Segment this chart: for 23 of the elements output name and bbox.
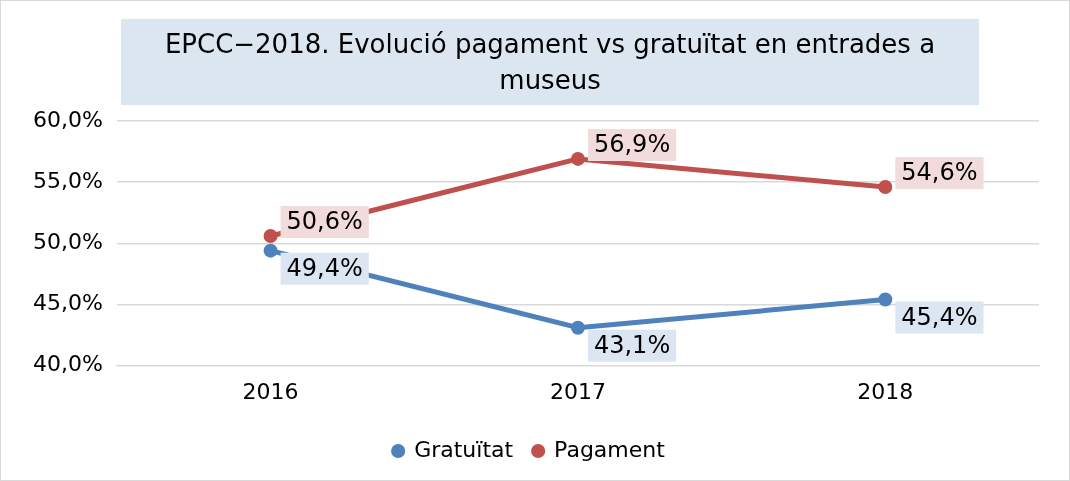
point [263,228,278,243]
y-tick-label: 40,0% [33,351,103,377]
x-tick-label: 2018 [857,378,914,404]
y-tick-label: 45,0% [33,290,103,316]
point [263,243,278,258]
data-label: 56,9% [593,130,671,159]
point [570,151,585,166]
x-tick-label: 2017 [549,378,606,404]
data-label: 45,4% [901,302,978,331]
legend-label: Pagament [554,436,666,462]
point [878,180,893,195]
y-tick-label: 60,0% [33,106,103,132]
point [570,320,585,335]
data-label: 49,4% [286,253,363,282]
data-label: 43,1% [593,330,671,359]
data-label: 54,6% [901,158,978,187]
legend-label: Gratuïtat [414,436,514,462]
y-tick-label: 55,0% [33,167,103,193]
x-tick-label: 2016 [242,378,299,404]
chart-title: EPCC−2018. Evolució pagament vs gratuïtat en entrades a museus [121,19,979,105]
y-tick-label: 50,0% [33,229,103,255]
data-label: 50,6% [286,207,363,236]
point [878,292,893,307]
